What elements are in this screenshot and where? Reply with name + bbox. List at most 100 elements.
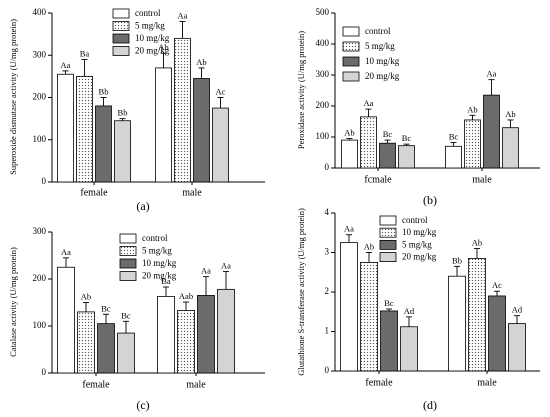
y-axis-title: Glutathione S-transferase activity (U/mg… bbox=[296, 208, 306, 376]
significance-label: Aa bbox=[178, 10, 188, 20]
panel-c: 0 100 200 300 Catalase activity (U/mg protei… bbox=[8, 226, 265, 412]
legend-swatch bbox=[119, 271, 137, 281]
legend-item: 10 mg/kg bbox=[119, 258, 177, 269]
significance-label: Ab bbox=[472, 238, 482, 248]
legend-item: 20 mg/kg bbox=[112, 45, 170, 56]
x-tick-label: female bbox=[80, 187, 108, 198]
y-tick-label: 0 bbox=[42, 367, 47, 377]
y-tick-label: 200 bbox=[316, 100, 330, 110]
legend-item: 5 mg/kg bbox=[342, 41, 395, 52]
significance-label: Aab bbox=[179, 291, 193, 301]
panel-b: 0 100 200 300 400 500 Peroxidase activity (U/m… bbox=[296, 7, 540, 207]
significance-label: Ac bbox=[216, 87, 226, 97]
y-tick-label: 500 bbox=[316, 7, 330, 17]
legend-item: control bbox=[342, 26, 391, 37]
significance-label: Ab bbox=[196, 57, 206, 67]
significance-label: Bc bbox=[449, 132, 459, 142]
legend-swatch bbox=[119, 258, 137, 269]
bar bbox=[174, 37, 191, 183]
legend: control 10 mg/kg 5 mg/kg 20 mg/kg bbox=[379, 215, 437, 263]
panel-label: (d) bbox=[423, 398, 437, 412]
bar bbox=[97, 323, 115, 374]
legend-label: control bbox=[402, 215, 428, 225]
y-tick-label: 100 bbox=[33, 134, 47, 144]
x-tick-label: male bbox=[186, 379, 206, 390]
significance-label: Bc bbox=[402, 133, 412, 143]
y-tick-label: 0 bbox=[42, 176, 47, 186]
significance-label: Ab bbox=[467, 104, 477, 114]
legend-item: 10 mg/kg bbox=[112, 33, 170, 44]
significance-label: Ba bbox=[80, 48, 90, 58]
legend-item: control bbox=[119, 233, 168, 244]
legend-item: control bbox=[112, 8, 161, 19]
legend: control 5 mg/kg 10 mg/kg 20 mg/kg bbox=[119, 233, 177, 281]
significance-label: Ab bbox=[344, 128, 354, 138]
legend-label: control bbox=[365, 26, 391, 36]
bar bbox=[212, 107, 229, 183]
bar bbox=[502, 127, 519, 169]
legend-swatch bbox=[342, 71, 360, 82]
panel-d: 0 1 2 3 4 Glutathione S-transferase activity … bbox=[296, 207, 540, 412]
legend-item: 20 mg/kg bbox=[379, 251, 437, 263]
bar bbox=[76, 75, 93, 183]
significance-label: Ac bbox=[492, 280, 502, 290]
significance-label: Bc bbox=[384, 298, 394, 308]
bar bbox=[57, 73, 74, 183]
legend-item: 10 mg/kg bbox=[379, 227, 437, 238]
bar bbox=[177, 310, 195, 374]
bar bbox=[360, 116, 377, 169]
y-tick-label: 200 bbox=[33, 273, 47, 283]
bar bbox=[193, 78, 210, 183]
x-tick-label: fcmale bbox=[364, 174, 392, 185]
legend-swatch bbox=[119, 233, 137, 244]
legend-item: 5 mg/kg bbox=[119, 245, 172, 256]
bar bbox=[379, 142, 396, 169]
legend-label: 20 mg/kg bbox=[135, 45, 170, 55]
legend-label: 5 mg/kg bbox=[142, 245, 172, 255]
bar bbox=[400, 326, 418, 372]
significance-label: Aa bbox=[364, 98, 374, 108]
bar bbox=[380, 310, 398, 372]
legend-label: 10 mg/kg bbox=[135, 33, 170, 43]
significance-label: Ad bbox=[512, 305, 523, 315]
legend-swatch bbox=[342, 26, 360, 37]
x-tick-label: male bbox=[477, 377, 497, 388]
bar bbox=[398, 145, 415, 169]
significance-label: Ad bbox=[404, 306, 415, 316]
y-tick-label: 400 bbox=[33, 7, 47, 17]
bar bbox=[157, 295, 175, 374]
significance-label: Aa bbox=[221, 260, 231, 270]
y-tick-label: 4 bbox=[325, 207, 330, 217]
significance-label: Bc bbox=[383, 129, 393, 139]
bar bbox=[464, 119, 481, 169]
significance-label: Aa bbox=[344, 224, 354, 234]
bar bbox=[114, 120, 131, 183]
bar bbox=[488, 295, 506, 372]
significance-label: Aa bbox=[61, 247, 71, 257]
bar bbox=[95, 105, 112, 183]
bar bbox=[445, 145, 462, 169]
y-tick-label: 0 bbox=[325, 365, 330, 375]
y-tick-label: 300 bbox=[33, 226, 47, 236]
y-tick-label: 400 bbox=[316, 38, 330, 48]
y-tick-label: 100 bbox=[33, 320, 47, 330]
x-tick-label: male bbox=[182, 187, 202, 198]
significance-label: Bb bbox=[452, 255, 462, 265]
panel-label: (c) bbox=[136, 398, 149, 412]
panel-a: 0 100 200 300 400 Superoxide dismutase activi… bbox=[8, 7, 265, 213]
y-tick-label: 300 bbox=[316, 69, 330, 79]
legend-item: 5 mg/kg bbox=[379, 239, 432, 250]
significance-label: Bc bbox=[121, 310, 131, 320]
legend-label: control bbox=[142, 233, 168, 243]
bar bbox=[155, 67, 172, 183]
legend-label: 20 mg/kg bbox=[365, 71, 400, 81]
legend-label: 5 mg/kg bbox=[365, 41, 395, 51]
legend-item: 10 mg/kg bbox=[342, 56, 400, 67]
x-tick-label: female bbox=[365, 377, 393, 388]
legend-item: 20 mg/kg bbox=[119, 270, 177, 281]
significance-label: Bc bbox=[101, 303, 111, 313]
legend-swatch bbox=[112, 21, 130, 31]
y-tick-label: 0 bbox=[325, 162, 330, 172]
legend-swatch bbox=[379, 239, 397, 250]
bar bbox=[57, 266, 75, 374]
